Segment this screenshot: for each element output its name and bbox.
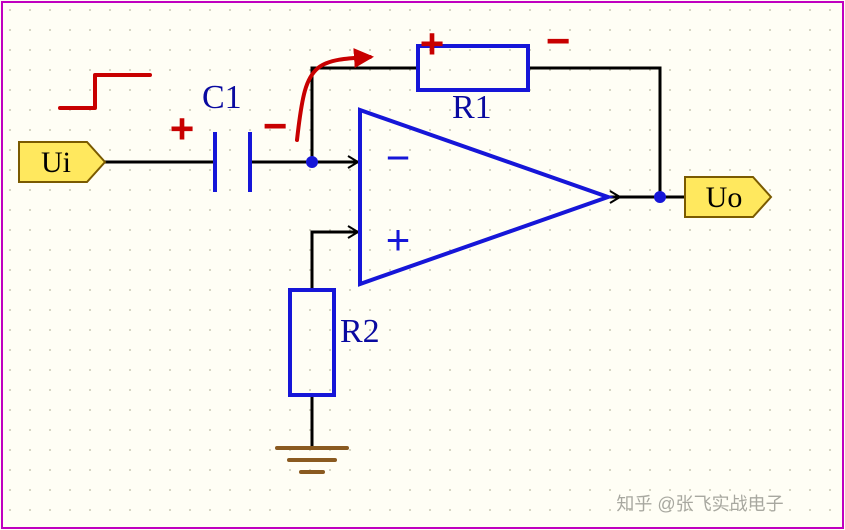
uo-tag-label: Uo (706, 181, 743, 214)
junction-0 (306, 156, 318, 168)
ui-tag-label: Ui (41, 146, 71, 179)
polarity-r1_plus: + (420, 20, 445, 67)
junction-1 (654, 191, 666, 203)
c1-label: C1 (202, 79, 242, 116)
r2-label: R2 (340, 313, 380, 350)
polarity-c1_plus: + (170, 105, 195, 152)
polarity-r1_minus: − (546, 17, 571, 64)
circuit-diagram: − + Ui Uo C1 R1 R2 + − + − 知乎 @张飞实战电子 (0, 0, 845, 530)
opamp-minus-sign: − (386, 134, 411, 181)
watermark-text: 知乎 @张飞实战电子 (616, 494, 783, 514)
polarity-c1_minus: − (263, 102, 288, 149)
dot-grid (4, 4, 841, 526)
opamp-plus-sign: + (386, 216, 411, 263)
r1-label: R1 (452, 89, 492, 126)
